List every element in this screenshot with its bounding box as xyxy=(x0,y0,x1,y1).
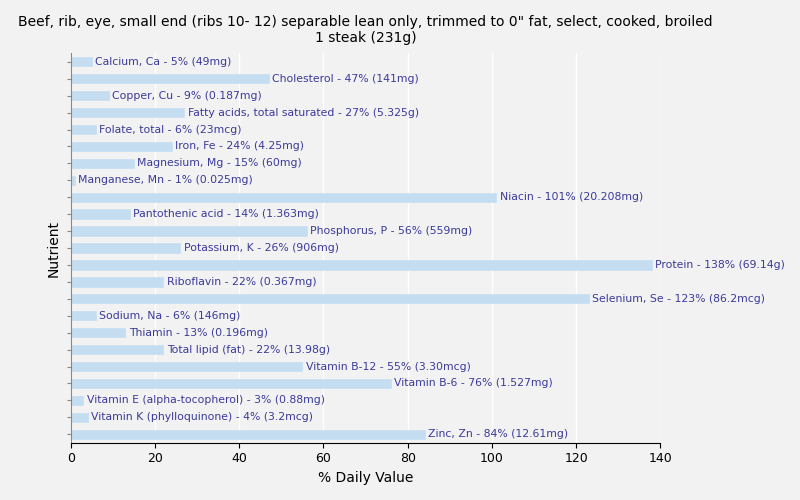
Text: Protein - 138% (69.14g): Protein - 138% (69.14g) xyxy=(655,260,786,270)
Text: Zinc, Zn - 84% (12.61mg): Zinc, Zn - 84% (12.61mg) xyxy=(428,430,568,440)
Bar xyxy=(70,396,83,405)
Text: Pantothenic acid - 14% (1.363mg): Pantothenic acid - 14% (1.363mg) xyxy=(133,209,319,219)
Bar xyxy=(70,57,92,66)
Text: Total lipid (fat) - 22% (13.98g): Total lipid (fat) - 22% (13.98g) xyxy=(166,344,330,354)
Bar xyxy=(70,430,425,439)
Text: Manganese, Mn - 1% (0.025mg): Manganese, Mn - 1% (0.025mg) xyxy=(78,176,253,186)
Bar xyxy=(70,412,87,422)
Bar xyxy=(70,244,180,252)
Bar xyxy=(70,158,134,168)
Text: Sodium, Na - 6% (146mg): Sodium, Na - 6% (146mg) xyxy=(99,310,241,320)
Text: Phosphorus, P - 56% (559mg): Phosphorus, P - 56% (559mg) xyxy=(310,226,472,236)
Bar xyxy=(70,210,130,219)
Bar xyxy=(70,176,75,185)
Bar xyxy=(70,125,96,134)
Bar xyxy=(70,294,589,304)
Bar xyxy=(70,108,185,117)
Bar xyxy=(70,192,496,202)
Bar xyxy=(70,379,391,388)
Text: Vitamin B-6 - 76% (1.527mg): Vitamin B-6 - 76% (1.527mg) xyxy=(394,378,553,388)
Bar xyxy=(70,142,172,151)
Text: Niacin - 101% (20.208mg): Niacin - 101% (20.208mg) xyxy=(499,192,642,202)
X-axis label: % Daily Value: % Daily Value xyxy=(318,471,414,485)
Text: Thiamin - 13% (0.196mg): Thiamin - 13% (0.196mg) xyxy=(129,328,268,338)
Text: Magnesium, Mg - 15% (60mg): Magnesium, Mg - 15% (60mg) xyxy=(138,158,302,168)
Text: Iron, Fe - 24% (4.25mg): Iron, Fe - 24% (4.25mg) xyxy=(175,142,304,152)
Bar xyxy=(70,345,163,354)
Y-axis label: Nutrient: Nutrient xyxy=(47,220,61,276)
Text: Vitamin K (phylloquinone) - 4% (3.2mcg): Vitamin K (phylloquinone) - 4% (3.2mcg) xyxy=(91,412,313,422)
Bar xyxy=(70,362,302,371)
Text: Folate, total - 6% (23mcg): Folate, total - 6% (23mcg) xyxy=(99,124,242,134)
Text: Fatty acids, total saturated - 27% (5.325g): Fatty acids, total saturated - 27% (5.32… xyxy=(188,108,419,118)
Text: Cholesterol - 47% (141mg): Cholesterol - 47% (141mg) xyxy=(272,74,419,84)
Bar xyxy=(70,226,306,235)
Bar xyxy=(70,311,96,320)
Title: Beef, rib, eye, small end (ribs 10- 12) separable lean only, trimmed to 0" fat, : Beef, rib, eye, small end (ribs 10- 12) … xyxy=(18,15,713,45)
Bar xyxy=(70,74,269,84)
Bar xyxy=(70,277,163,286)
Text: Selenium, Se - 123% (86.2mcg): Selenium, Se - 123% (86.2mcg) xyxy=(592,294,766,304)
Text: Vitamin E (alpha-tocopherol) - 3% (0.88mg): Vitamin E (alpha-tocopherol) - 3% (0.88m… xyxy=(86,396,325,406)
Text: Calcium, Ca - 5% (49mg): Calcium, Ca - 5% (49mg) xyxy=(95,57,231,67)
Bar xyxy=(70,260,652,270)
Bar xyxy=(70,91,109,101)
Text: Riboflavin - 22% (0.367mg): Riboflavin - 22% (0.367mg) xyxy=(166,277,316,287)
Text: Copper, Cu - 9% (0.187mg): Copper, Cu - 9% (0.187mg) xyxy=(112,90,262,101)
Bar xyxy=(70,328,126,338)
Text: Vitamin B-12 - 55% (3.30mcg): Vitamin B-12 - 55% (3.30mcg) xyxy=(306,362,470,372)
Text: Potassium, K - 26% (906mg): Potassium, K - 26% (906mg) xyxy=(184,243,338,253)
